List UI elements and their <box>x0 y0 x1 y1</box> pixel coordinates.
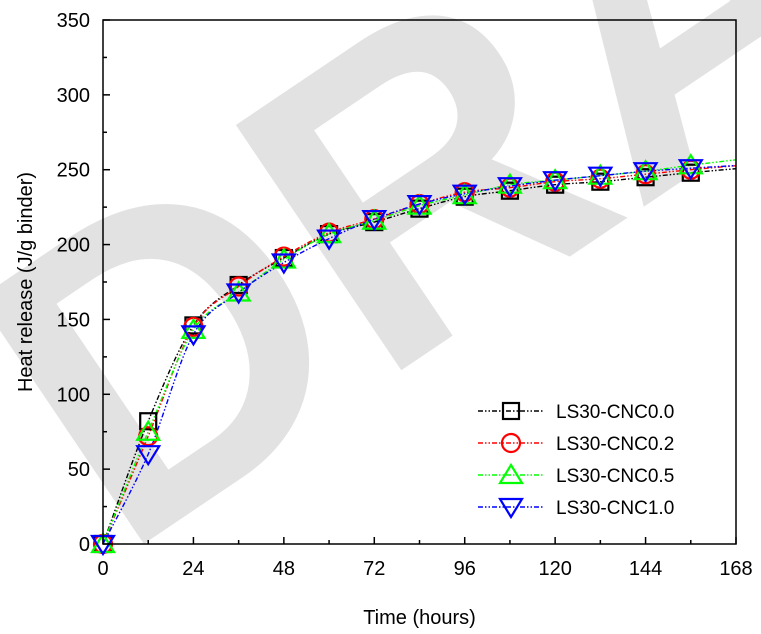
x-axis-title: Time (hours) <box>363 607 476 629</box>
data-point <box>632 162 659 184</box>
legend: LS30-CNC0.0 LS30-CNC0.2 LS30-CNC0.5 LS30-CN… <box>478 401 674 520</box>
x-tick-label: 0 <box>97 558 108 580</box>
x-axis: 0 24 48 72 96 120 144 168 <box>97 537 753 580</box>
y-axis: 0 50 100 150 200 250 300 350 <box>57 10 110 556</box>
x-tick-label: 48 <box>273 558 295 580</box>
y-tick-label: 100 <box>57 384 90 406</box>
y-axis-title: Heat release (J/g binder) <box>15 172 37 392</box>
data-point <box>677 159 704 181</box>
data-point <box>542 171 569 193</box>
legend-label: LS30-CNC0.0 <box>556 402 674 423</box>
y-tick-label: 300 <box>57 85 90 107</box>
series-line-4 <box>102 164 737 545</box>
legend-marker <box>498 497 524 520</box>
y-tick-label: 150 <box>57 309 90 331</box>
data-point <box>677 153 704 175</box>
data-point <box>406 195 433 217</box>
data-point <box>139 412 158 431</box>
x-tick-label: 96 <box>454 558 476 580</box>
data-point <box>316 229 343 251</box>
legend-marker <box>500 432 522 454</box>
data-point <box>270 247 297 269</box>
data-point <box>135 445 162 467</box>
x-tick-label: 72 <box>363 558 385 580</box>
y-tick-label: 350 <box>57 10 90 32</box>
y-tick-label: 50 <box>68 459 90 481</box>
legend-marker <box>501 401 521 421</box>
data-point <box>496 172 523 194</box>
y-tick-label: 200 <box>57 235 90 257</box>
legend-label: LS30-CNC1.0 <box>556 498 674 519</box>
x-tick-label: 24 <box>182 558 204 580</box>
legend-marker <box>498 462 524 485</box>
data-point <box>225 283 252 305</box>
data-point <box>496 177 523 199</box>
data-point <box>316 221 343 244</box>
data-point <box>451 184 478 206</box>
data-point <box>135 419 162 441</box>
data-point <box>180 325 207 347</box>
x-tick-label: 144 <box>629 558 662 580</box>
y-tick-label: 250 <box>57 160 90 182</box>
data-point <box>361 210 388 232</box>
y-tick-label: 0 <box>79 534 90 556</box>
legend-label: LS30-CNC0.2 <box>556 434 674 455</box>
x-tick-label: 168 <box>719 558 752 580</box>
data-point <box>180 317 207 340</box>
data-point <box>270 253 297 275</box>
data-point <box>587 166 614 188</box>
plot-area <box>90 153 737 557</box>
x-tick-label: 120 <box>538 558 571 580</box>
legend-label: LS30-CNC0.5 <box>556 466 674 487</box>
